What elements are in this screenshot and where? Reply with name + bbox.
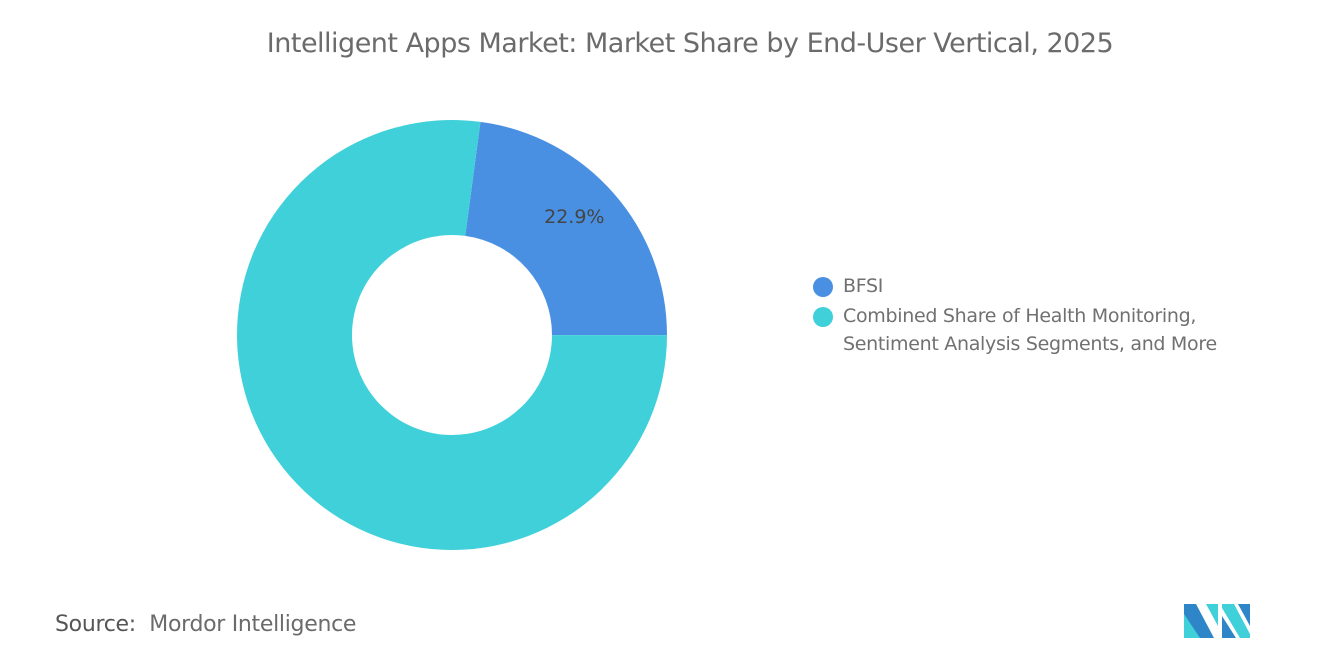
legend-label-bfsi: BFSI <box>843 275 884 297</box>
data-label-bfsi: 22.9% <box>544 206 604 228</box>
legend-label-combined-line1: Combined Share of Health Monitoring, <box>843 305 1197 327</box>
legend-swatch-combined <box>813 307 833 327</box>
source-value: Mordor Intelligence <box>149 612 357 637</box>
source-label: Source: <box>55 612 136 637</box>
chart-title: Intelligent Apps Market: Market Share by… <box>266 28 1114 59</box>
legend-swatch-bfsi <box>813 277 833 297</box>
legend-label-combined-line2: Sentiment Analysis Segments, and More <box>843 333 1217 355</box>
slice-bfsi <box>465 121 668 336</box>
source-note: Source: Mordor Intelligence <box>55 612 356 637</box>
slice-combined <box>236 119 667 550</box>
mordor-intelligence-logo <box>1184 604 1250 638</box>
